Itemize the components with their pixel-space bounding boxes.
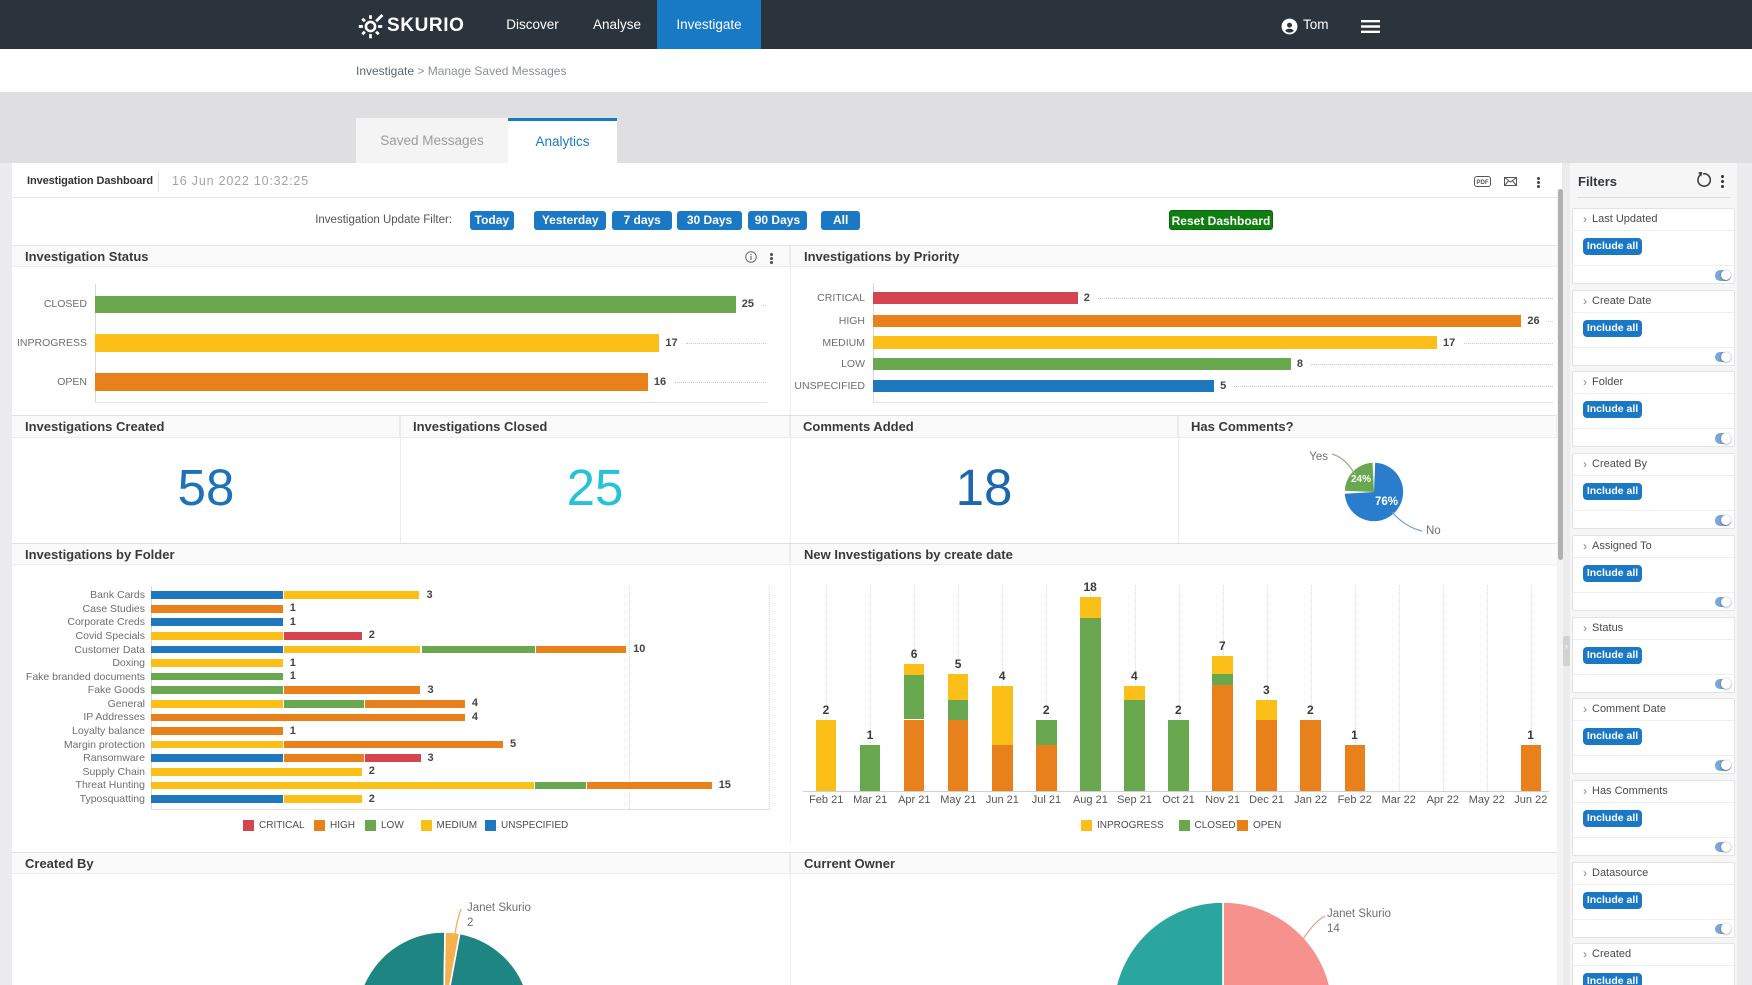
svg-text:PDF: PDF <box>1477 180 1489 186</box>
